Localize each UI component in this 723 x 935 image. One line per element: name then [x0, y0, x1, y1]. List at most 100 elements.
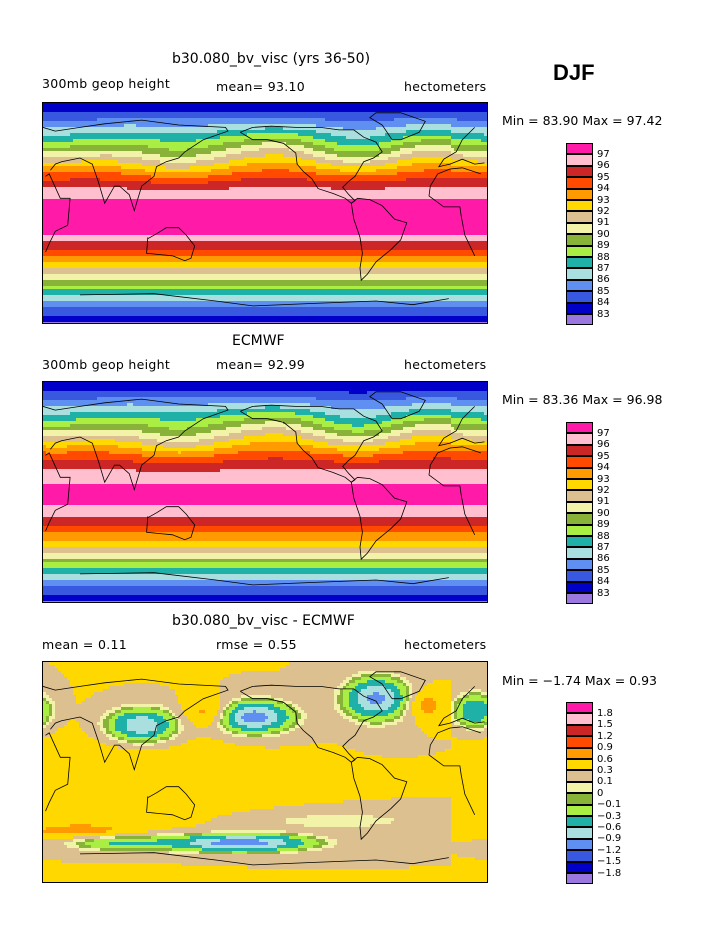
contour-cell [451, 457, 487, 461]
contour-cell [403, 716, 416, 720]
contour-cell [403, 136, 452, 140]
contour-cell [355, 686, 368, 690]
contour-cell [220, 719, 224, 723]
contour-cell [181, 731, 224, 735]
contour-cell [451, 827, 487, 831]
contour-cell [412, 430, 452, 434]
contour-cell [391, 821, 452, 825]
contour-cell [337, 743, 452, 747]
contour-cell [241, 178, 308, 182]
contour-cell [43, 151, 143, 155]
contour-cell [214, 719, 221, 723]
colorbar-swatch [566, 850, 593, 862]
contour-cell [148, 731, 164, 735]
contour-cell [451, 695, 458, 699]
contour-cell [136, 731, 149, 735]
contour-cell [235, 719, 245, 723]
contour-cell [451, 409, 487, 413]
panel1-map-svg [43, 103, 487, 323]
contour-cell [115, 713, 125, 717]
contour-cell [67, 451, 110, 455]
contour-cell [283, 421, 314, 425]
contour-cell [301, 430, 326, 434]
contour-cell [397, 707, 404, 711]
contour-cell [127, 740, 158, 744]
contour-cell [421, 728, 452, 732]
contour-cell [76, 698, 86, 702]
contour-cell [43, 797, 392, 801]
contour-cell [67, 722, 80, 726]
contour-cell [406, 415, 452, 419]
contour-cell [190, 836, 227, 840]
contour-cell [43, 250, 487, 254]
contour-cell [202, 848, 278, 852]
contour-cell [115, 833, 158, 837]
contour-cell [205, 710, 218, 714]
contour-cell [418, 755, 487, 759]
contour-cell [43, 749, 356, 753]
contour-cell [460, 719, 470, 723]
contour-cell [43, 550, 487, 554]
contour-cell [43, 487, 487, 491]
contour-cell [169, 722, 176, 726]
contour-cell [55, 713, 104, 717]
colorbar-level-label: 87 [597, 262, 610, 274]
contour-cell [313, 415, 341, 419]
contour-cell [463, 710, 487, 714]
contour-cell [43, 737, 95, 741]
contour-cell [229, 439, 314, 443]
contour-cell [409, 689, 413, 693]
contour-cell [133, 743, 155, 747]
contour-cell [388, 707, 398, 711]
contour-cell [43, 226, 487, 230]
contour-cell [355, 710, 395, 714]
contour-cell [340, 683, 347, 687]
contour-cell [142, 157, 215, 161]
contour-cell [223, 740, 452, 744]
contour-cell [43, 172, 122, 176]
contour-cell [352, 430, 365, 434]
contour-cell [484, 722, 487, 726]
contour-cell [334, 701, 338, 705]
contour-cell [70, 683, 125, 687]
contour-cell [178, 731, 182, 735]
colorbar-level-label: 88 [597, 251, 610, 263]
contour-cell [223, 713, 227, 717]
contour-cell [223, 707, 227, 711]
contour-cell [415, 698, 425, 702]
contour-cell [334, 148, 380, 152]
contour-cell [325, 145, 392, 149]
contour-cell [106, 734, 113, 738]
contour-cell [454, 713, 458, 717]
contour-cell [115, 710, 122, 714]
contour-cell [226, 728, 230, 732]
contour-cell [232, 725, 248, 729]
panel1-title: b30.080_bv_visc (yrs 36-50) [172, 51, 371, 67]
contour-cell [406, 713, 413, 717]
contour-cell [193, 722, 212, 726]
contour-cell [304, 719, 350, 723]
contour-cell [241, 151, 305, 155]
contour-cell [181, 743, 236, 747]
contour-cell [484, 725, 487, 729]
contour-cell [121, 704, 164, 708]
contour-cell [232, 851, 248, 855]
contour-cell [187, 148, 227, 152]
coastline [350, 197, 408, 282]
contour-cell [148, 830, 212, 834]
contour-cell [214, 716, 221, 720]
contour-cell [343, 160, 371, 164]
contour-cell [115, 722, 128, 726]
contour-cell [343, 800, 452, 804]
contour-cell [136, 469, 221, 473]
contour-cell [451, 824, 487, 828]
contour-cell [298, 133, 332, 137]
contour-cell [391, 430, 413, 434]
contour-cell [118, 160, 161, 164]
contour-cell [208, 403, 311, 407]
contour-cell [151, 707, 161, 711]
contour-cell [43, 791, 487, 795]
contour-cell [217, 409, 311, 413]
contour-cell [43, 800, 344, 804]
contour-cell [337, 142, 380, 146]
